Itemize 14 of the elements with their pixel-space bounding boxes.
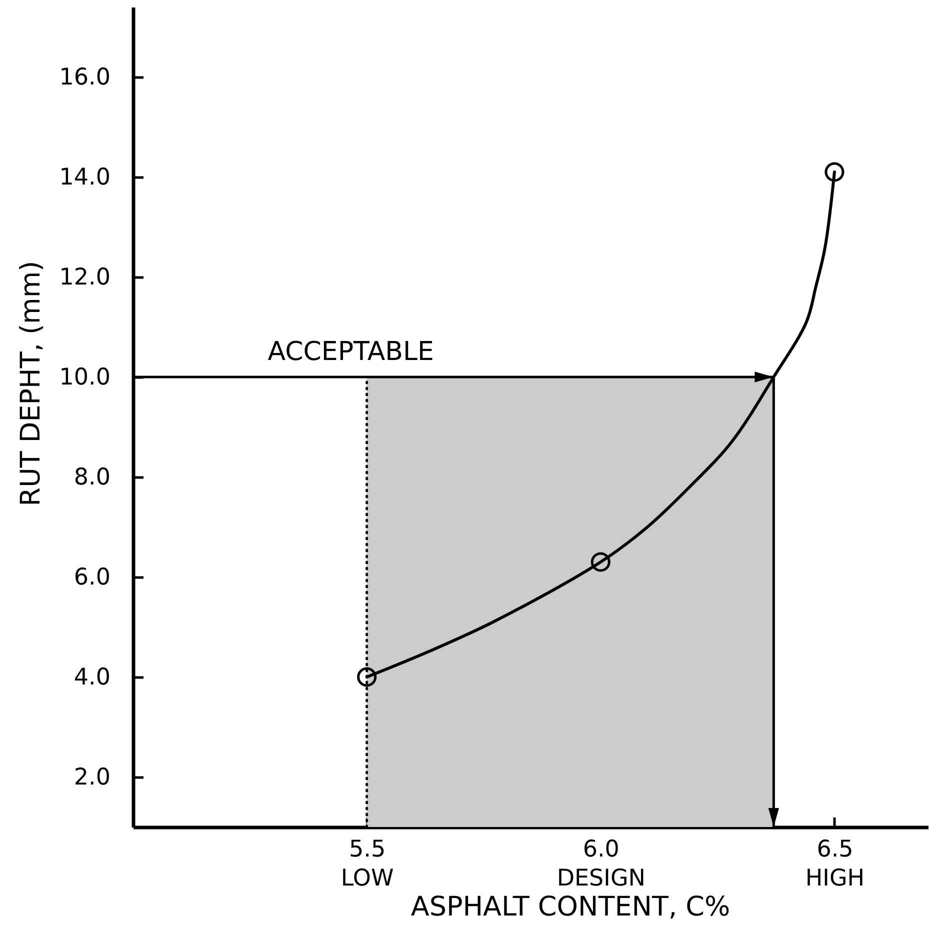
- y-tick-label: 10.0: [59, 364, 110, 390]
- y-tick-label: 6.0: [74, 564, 110, 590]
- y-tick-label: 16.0: [59, 64, 110, 90]
- ref-line-label: ACCEPTABLE: [268, 337, 434, 367]
- y-tick-label: 12.0: [59, 264, 110, 290]
- x-axis-title: ASPHALT CONTENT, C%: [410, 892, 730, 922]
- y-tick-label: 4.0: [74, 664, 110, 690]
- y-tick-label: 8.0: [74, 464, 110, 490]
- x-tick-label: 6.5 HIGH: [805, 836, 865, 892]
- y-axis-title: RUT DEPHT, (mm): [15, 260, 46, 506]
- x-tick-label: 6.0 DESIGN: [556, 836, 646, 892]
- y-tick-label: 14.0: [59, 164, 110, 190]
- y-tick-label: 2.0: [74, 764, 110, 790]
- x-tick-label: 5.5 LOW: [340, 836, 394, 892]
